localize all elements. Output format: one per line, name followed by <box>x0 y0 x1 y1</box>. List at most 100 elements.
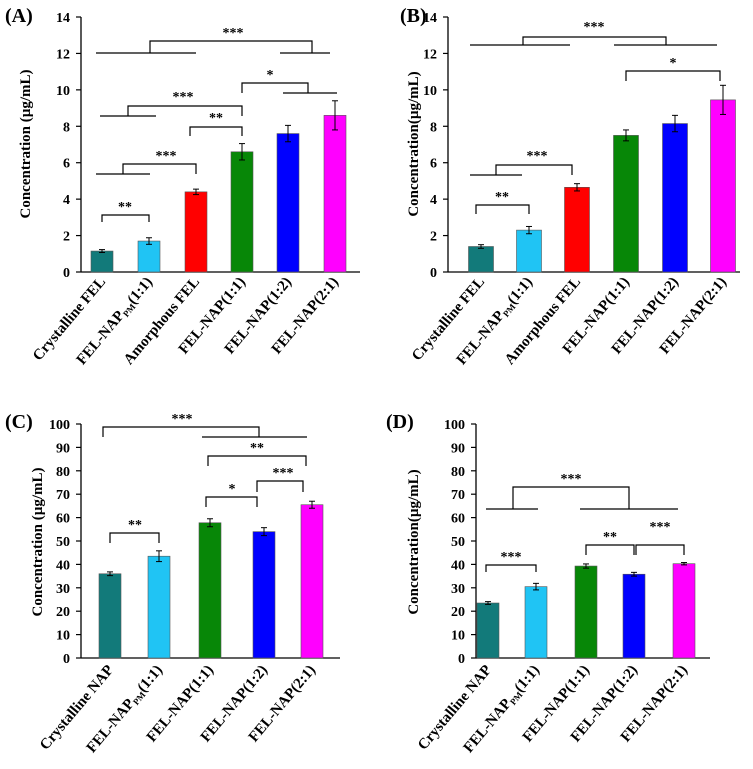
bar <box>90 250 114 273</box>
bar <box>710 99 736 273</box>
panel-label: (B) <box>400 5 427 27</box>
significance-label: * <box>670 56 677 71</box>
bar <box>662 123 688 273</box>
y-tick-label: 6 <box>430 157 437 172</box>
y-axis-title: Concentration(µg/mL) <box>406 71 422 216</box>
category-label-text: FEL-NAP <box>454 308 508 368</box>
bar <box>276 133 300 273</box>
bar <box>476 602 500 659</box>
significance-label: *** <box>650 520 671 535</box>
bar <box>323 115 347 273</box>
bar <box>672 563 696 659</box>
significance-bracket <box>512 486 630 509</box>
y-tick-label: 10 <box>423 84 437 99</box>
y-tick-label: 12 <box>423 47 437 62</box>
significance-bracket <box>522 36 667 45</box>
y-tick-label: 14 <box>423 11 437 26</box>
significance-bracket <box>102 426 260 437</box>
y-tick-label: 10 <box>451 629 465 644</box>
significance-label: *** <box>173 90 194 105</box>
bar <box>147 555 171 659</box>
significance-label: *** <box>223 26 244 41</box>
y-tick-label: 40 <box>451 558 465 573</box>
significance-bracket <box>635 544 685 555</box>
y-tick-label: 4 <box>430 193 437 208</box>
significance-bracket <box>495 164 573 175</box>
significance-label: * <box>229 482 236 497</box>
y-tick-label: 2 <box>430 230 437 245</box>
panel-b: (B)02468101214Concentration(µg/mL)Crysta… <box>400 5 740 368</box>
y-axis-title: Concentration (µg/mL) <box>18 69 34 218</box>
significance-bracket <box>207 455 307 466</box>
y-tick-label: 50 <box>451 535 465 550</box>
significance-bracket <box>101 214 150 222</box>
y-tick-label: 8 <box>63 120 70 135</box>
significance-bracket <box>585 544 635 555</box>
significance-label: *** <box>584 20 605 35</box>
y-tick-label: 2 <box>63 230 70 245</box>
bar <box>613 135 639 273</box>
significance-label: ** <box>603 530 617 545</box>
panel-c: (C) 0 10 20 30 40 50 60 70 80 90 100 Concentration (… <box>5 411 340 756</box>
bar <box>198 522 222 659</box>
panel-label: (A) <box>5 5 33 27</box>
bar <box>252 531 276 659</box>
significance-bracket <box>189 126 243 136</box>
y-tick-label: 12 <box>56 47 70 62</box>
bar <box>516 229 542 273</box>
y-tick-label: 30 <box>56 582 70 597</box>
significance-bracket <box>256 480 304 492</box>
y-tick-label: 0 <box>430 266 437 281</box>
y-tick-label: 60 <box>56 512 70 527</box>
significance-label: ** <box>209 111 223 126</box>
significance-label: ** <box>495 190 509 205</box>
y-tick-label: 0 <box>63 266 70 281</box>
significance-bracket <box>485 564 537 572</box>
significance-bracket <box>205 496 258 507</box>
significance-label: *** <box>561 472 582 487</box>
y-tick-label: 50 <box>56 535 70 550</box>
significance-bracket <box>241 82 309 93</box>
bar <box>98 573 122 659</box>
y-tick-label: 0 <box>458 652 465 667</box>
y-tick-label: 20 <box>56 605 70 620</box>
y-tick-label: 90 <box>451 441 465 456</box>
y-tick-label: 10 <box>56 629 70 644</box>
y-tick-label: 90 <box>56 441 70 456</box>
significance-label: ** <box>128 518 142 533</box>
significance-bracket <box>109 532 160 543</box>
significance-label: * <box>267 68 274 83</box>
y-tick-label: 6 <box>63 157 70 172</box>
bar <box>137 240 161 273</box>
y-tick-label: 70 <box>56 488 70 503</box>
y-axis-title: Concentration (µg/mL) <box>30 467 46 616</box>
y-tick-label: 30 <box>451 582 465 597</box>
bar <box>468 246 494 273</box>
panel-d: (D) 0 10 20 30 40 50 60 70 80 90 100 Concentration(µ… <box>386 411 710 756</box>
y-tick-label: 8 <box>430 120 437 135</box>
significance-label: *** <box>527 149 548 164</box>
significance-label: *** <box>172 412 193 427</box>
significance-label: *** <box>156 149 177 164</box>
significance-label: ** <box>250 441 264 456</box>
bar <box>184 191 208 273</box>
y-tick-label: 40 <box>56 558 70 573</box>
y-tick-label: 100 <box>49 418 70 433</box>
panel-label: (D) <box>386 411 414 433</box>
y-tick-label: 70 <box>451 488 465 503</box>
significance-bracket <box>127 105 243 116</box>
significance-label: *** <box>273 466 294 481</box>
y-tick-label: 80 <box>56 465 70 480</box>
y-tick-label: 4 <box>63 193 70 208</box>
significance-bracket <box>122 163 197 174</box>
bar <box>574 565 598 659</box>
significance-bracket <box>149 40 313 53</box>
bar <box>230 151 254 273</box>
bar <box>564 187 590 273</box>
y-tick-label: 20 <box>451 605 465 620</box>
bar <box>524 586 548 659</box>
y-tick-label: 80 <box>451 465 465 480</box>
y-tick-label: 14 <box>56 11 70 26</box>
